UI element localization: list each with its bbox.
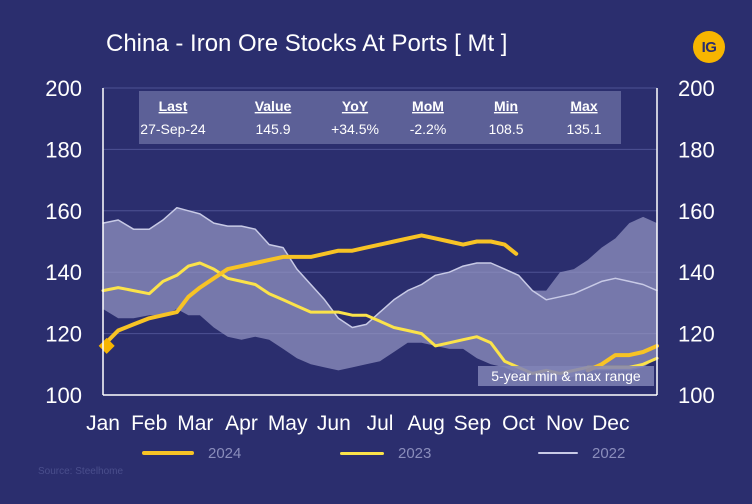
legend-label-2024: 2024 (208, 444, 242, 462)
x-tick-may: May (268, 412, 308, 435)
x-tick-oct: Oct (502, 412, 535, 435)
y-tick-right-180: 180 (678, 137, 715, 162)
y-tick-right-160: 160 (678, 199, 715, 224)
range-label-group: 5-year min & max range (478, 366, 654, 386)
stats-value-mom: -2.2% (410, 121, 447, 137)
axes-group: 100 100 120 120 140 140 160 160 180 180 200 200 Jan F… (45, 76, 714, 435)
stats-value-yoy: +34.5% (331, 121, 379, 137)
stats-panel-bg (139, 91, 621, 144)
y-tick-left-180: 180 (45, 137, 82, 162)
x-tick-jul: Jul (367, 412, 394, 435)
series-line-2022 (102, 206, 658, 329)
legend-swatch-2023 (340, 451, 384, 455)
legend-item-2024: 2024 (142, 443, 241, 463)
legend-item-2022: 2022 (538, 443, 625, 463)
y-tick-right-120: 120 (678, 322, 715, 347)
legend-swatch-2022 (538, 452, 578, 454)
range-band (103, 207, 657, 380)
legend-label-2022: 2022 (592, 444, 626, 462)
stats-panel: Last Value YoY MoM Min Max 27-Sep-24 145.9 +34.5… (139, 91, 621, 144)
start-marker (98, 337, 115, 354)
range-label-bg (478, 366, 654, 386)
x-tick-jan: Jan (86, 412, 120, 435)
y-tick-left-120: 120 (45, 322, 82, 347)
y-tick-left-140: 140 (45, 260, 82, 285)
x-tick-nov: Nov (546, 412, 584, 435)
y-tick-left-200: 200 (45, 76, 82, 101)
y-tick-left-160: 160 (45, 199, 82, 224)
series-line-2024 (101, 233, 519, 348)
ig-logo: IG (693, 31, 725, 63)
stats-value-last: 27-Sep-24 (140, 121, 206, 137)
x-tick-dec: Dec (592, 412, 629, 435)
x-tick-aug: Aug (407, 412, 444, 435)
chart-title: China - Iron Ore Stocks At Ports [ Mt ] (106, 30, 508, 57)
y-tick-right-140: 140 (678, 260, 715, 285)
stats-header-max: Max (570, 98, 597, 114)
series-line-extra (585, 343, 659, 373)
y-tick-right-200: 200 (678, 76, 715, 101)
range-label: 5-year min & max range (491, 368, 641, 384)
stats-header-value: Value (255, 98, 292, 114)
y-tick-right-100: 100 (678, 383, 715, 408)
stats-header-min: Min (494, 98, 518, 114)
legend-item-2023: 2023 (340, 443, 431, 463)
x-tick-sep: Sep (454, 412, 491, 435)
legend-swatch-2024 (142, 451, 194, 455)
stats-header-yoy: YoY (342, 98, 369, 114)
x-tick-jun: Jun (317, 412, 351, 435)
stats-value-max: 135.1 (566, 121, 601, 137)
x-tick-mar: Mar (177, 412, 213, 435)
y-tick-left-100: 100 (45, 383, 82, 408)
stats-header-last: Last (159, 98, 188, 114)
x-tick-feb: Feb (131, 412, 167, 435)
stats-value-value: 145.9 (255, 121, 290, 137)
x-tick-apr: Apr (225, 412, 258, 435)
stats-header-mom: MoM (412, 98, 444, 114)
range-band-group (103, 207, 657, 380)
legend-label-2023: 2023 (398, 444, 432, 462)
source-note: Source: Steelhome (38, 466, 124, 477)
stats-value-min: 108.5 (488, 121, 523, 137)
